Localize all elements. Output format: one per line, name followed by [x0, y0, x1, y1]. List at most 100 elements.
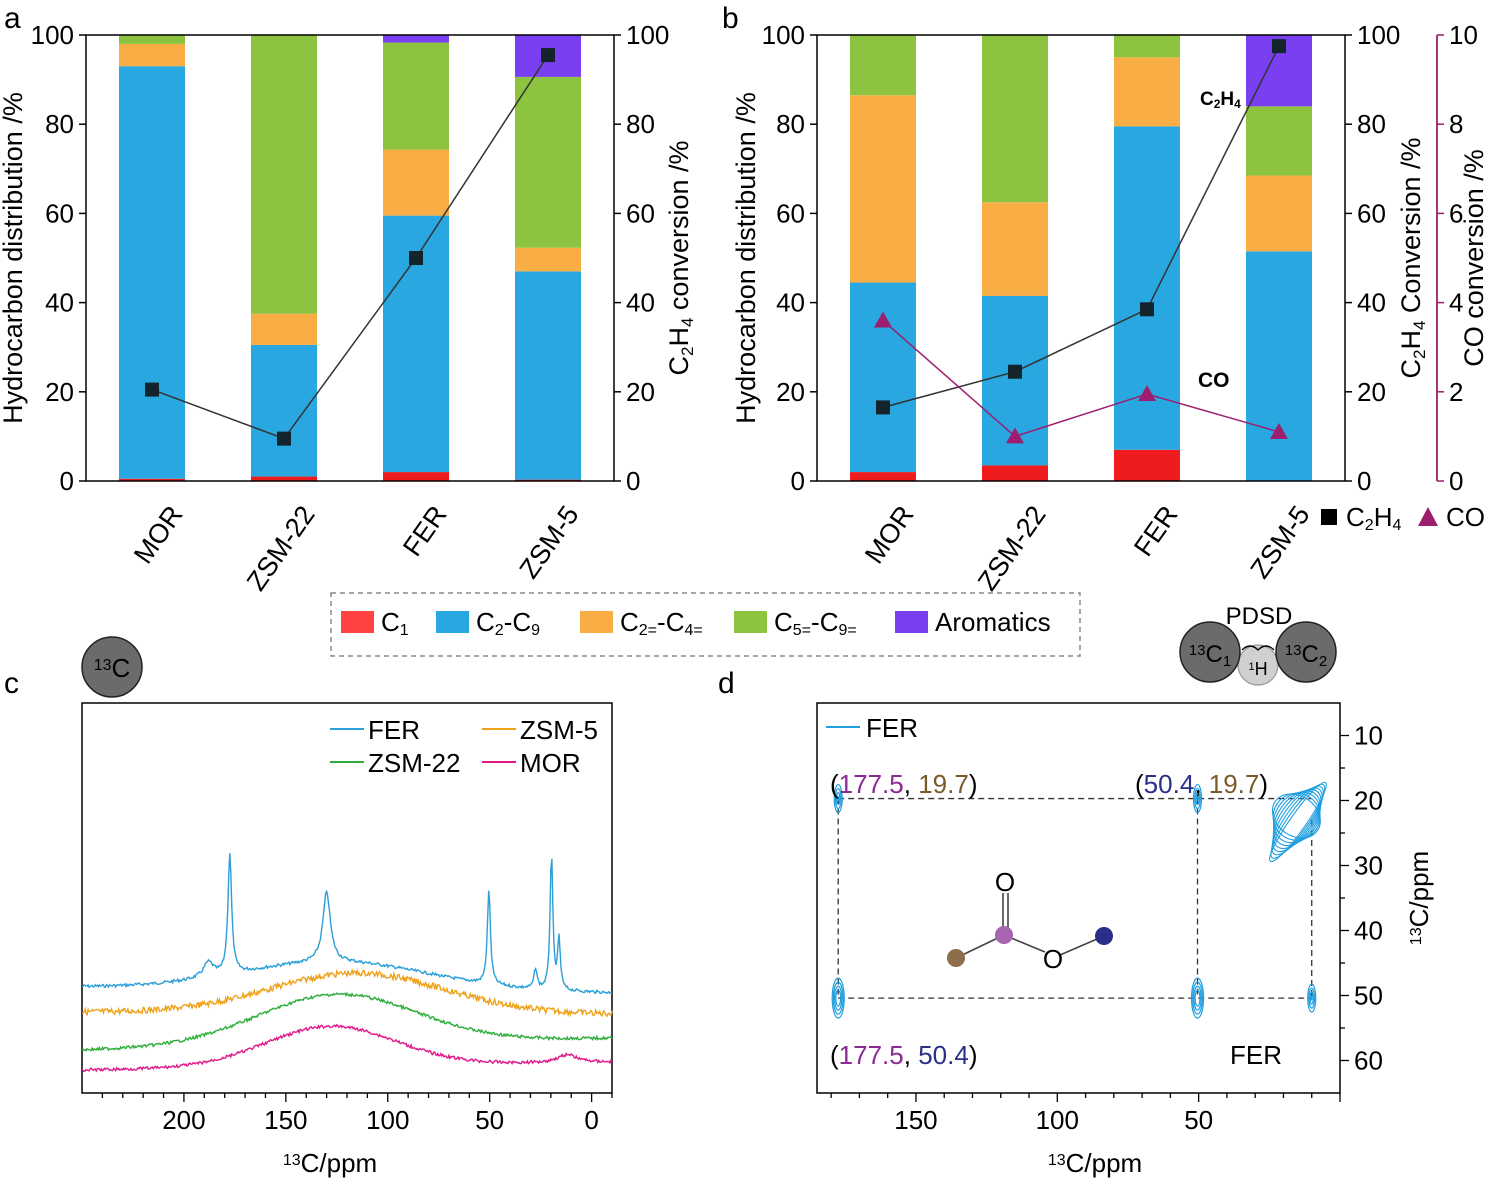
c2h4-point-MOR	[145, 382, 159, 397]
category-label-FER: FER	[1128, 500, 1184, 561]
y2-tick-label: 40	[1357, 288, 1386, 318]
legend-swatch-C2-C9	[436, 611, 469, 633]
y2-axis-label: C2H4 Conversion /%	[1396, 137, 1429, 378]
h1-badge-label: 1H	[1248, 659, 1267, 679]
cross-peak-contour-1	[1195, 791, 1200, 806]
cross-peak-contour-0	[837, 795, 840, 802]
y-axis-label: Hydrocarbon distribution /%	[731, 92, 761, 424]
legend-swatch-C2=-C4=	[580, 611, 613, 633]
y3-tick-label: 4	[1449, 288, 1463, 318]
bar-ZSM-22-C5=-C9=	[982, 35, 1048, 203]
y2-tick-label: 20	[1357, 377, 1386, 407]
y-tick-label: 20	[1354, 786, 1383, 816]
bar-FER-C1	[1114, 449, 1180, 481]
y2-tick-label: 0	[626, 466, 640, 496]
cross-peak-contour-4	[1310, 995, 1313, 1001]
cross-peak-contour-3	[1192, 981, 1203, 1015]
cross-peak-contour-4	[1308, 987, 1316, 1009]
y-tick-label: 50	[1354, 981, 1383, 1011]
diagonal-peak-contour	[1272, 792, 1321, 841]
bar-ZSM-5-C2=-C4=	[1246, 175, 1312, 252]
atom-methoxy-methyl	[1095, 927, 1113, 945]
bar-ZSM-5-C2=-C4=	[515, 247, 581, 272]
atom-carbonyl-carbon	[995, 926, 1013, 944]
bar-MOR-C5=-C9=	[850, 35, 916, 96]
transfer-arrow	[1241, 645, 1275, 651]
legend-swatch-C5=-C9=	[734, 611, 767, 633]
cross-peak-label-1: (177.5, 19.7)	[830, 769, 977, 799]
y-tick-label: 100	[762, 20, 805, 50]
cross-peak-contour-0	[836, 791, 841, 806]
y2-tick-label: 100	[1357, 20, 1400, 50]
bar-FER-C2=-C4=	[1114, 57, 1180, 127]
c2h4-point-ZSM-22	[1008, 364, 1022, 379]
cross-peak-label-3: (177.5, 50.4)	[830, 1040, 977, 1070]
y3-axis-label: CO conversion /%	[1459, 149, 1489, 367]
plot-frame	[85, 34, 615, 482]
diagonal-peak-contour	[1272, 787, 1323, 853]
bar-MOR-C1	[850, 472, 916, 481]
category-label-ZSM-5: ZSM-5	[1245, 500, 1316, 584]
bar-FER-C5=-C9=	[383, 42, 449, 150]
spectrum-FER	[81, 853, 613, 995]
cross-peak-contour-2	[835, 989, 842, 1007]
y3-tick-label: 0	[1449, 466, 1463, 496]
legend-square-label: C2H4	[1346, 502, 1401, 534]
legend-triangle-marker	[1418, 507, 1438, 526]
bar-MOR-C2=-C4=	[119, 43, 185, 67]
category-label-ZSM-5: ZSM-5	[514, 500, 585, 584]
bar-ZSM-5-C2-C9	[1246, 251, 1312, 481]
y-tick-label: 80	[45, 109, 74, 139]
cross-peak-contour-1	[1194, 787, 1201, 810]
spectrum-MOR	[81, 1023, 613, 1073]
x-tick-label: 100	[1036, 1105, 1079, 1135]
c2h4-point-ZSM-5	[1272, 39, 1286, 54]
atom-acetyl-methyl	[947, 949, 965, 967]
co-point-ZSM-5	[1270, 422, 1288, 439]
y3-tick-label: 6	[1449, 198, 1463, 228]
legend-label-C2=-C4=: C2=-C4=	[620, 607, 703, 639]
y-tick-label: 40	[1354, 916, 1383, 946]
annotation-co: CO	[1198, 369, 1230, 392]
y2-tick-label: 60	[1357, 198, 1386, 228]
panel-c: c 13C 200 150 100 50 0 13C/ppm FER ZSM-5 ZSM-22 MOR	[4, 636, 613, 1178]
co-point-ZSM-22	[1006, 427, 1024, 444]
c2h4-point-FER	[409, 251, 423, 265]
y2-tick-label: 100	[626, 20, 669, 50]
diagonal-peak-contour	[1273, 790, 1321, 847]
diagonal-peak-contour	[1272, 791, 1321, 844]
bar-ZSM-5-C2-C9	[515, 271, 581, 480]
bar-ZSM-22-C2=-C4=	[982, 202, 1048, 296]
y2-tick-label: 80	[1357, 109, 1386, 139]
legend-label-MOR: MOR	[520, 748, 581, 778]
y-tick-label: 0	[791, 466, 805, 496]
atom-carbonyl-oxygen: O	[995, 867, 1015, 897]
x-tick-label: 150	[894, 1105, 937, 1135]
y-tick-label: 20	[776, 377, 805, 407]
y2-tick-label: 60	[626, 198, 655, 228]
legend-label-FER: FER	[368, 715, 420, 745]
h1-badge	[1237, 644, 1279, 686]
legend-label-C2-C9: C2-C9	[476, 607, 540, 639]
cross-peak-contour-4	[1309, 991, 1314, 1005]
y-tick-label: 60	[45, 198, 74, 228]
y3-tick-label: 2	[1449, 377, 1463, 407]
plot-frame	[816, 34, 1346, 482]
cross-peak-contour-1	[1192, 783, 1203, 814]
legend-square-marker	[1321, 509, 1337, 525]
c2h4-point-ZSM-5	[541, 48, 555, 63]
x-axis-label: 13C/ppm	[283, 1148, 377, 1178]
co-point-MOR	[874, 311, 892, 328]
y-tick-label: 80	[776, 109, 805, 139]
x-tick-label: 100	[366, 1105, 409, 1135]
co-point-FER	[1138, 385, 1156, 402]
bar-FER-C2=-C4=	[383, 149, 449, 216]
cross-peak-contour-4	[1307, 983, 1317, 1013]
y-tick-label: 60	[1354, 1046, 1383, 1076]
legend-label-ZSM-5: ZSM-5	[520, 715, 598, 745]
cross-peak-contour-0	[834, 787, 842, 810]
c2h4-point-MOR	[876, 400, 890, 415]
legend-swatch-Aromatics	[895, 611, 928, 633]
pdsd-title: PDSD	[1226, 603, 1293, 630]
